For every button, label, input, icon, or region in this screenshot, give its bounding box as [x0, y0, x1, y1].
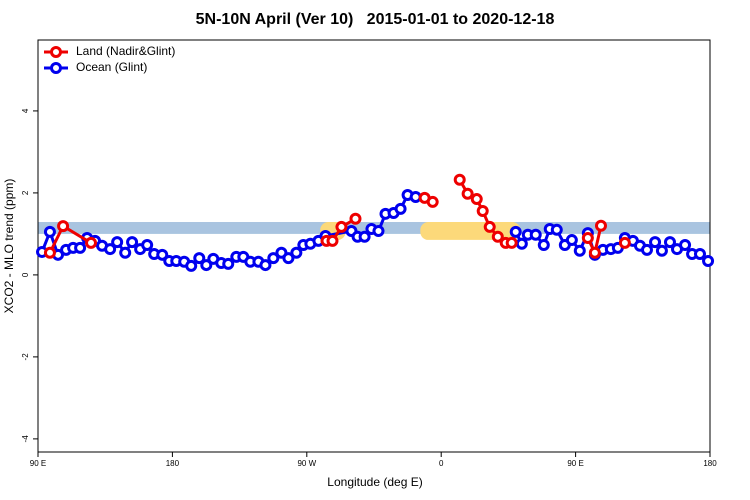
legend-marker — [50, 46, 62, 58]
x-tick-label: 90 E — [567, 459, 583, 468]
data-point — [358, 230, 371, 243]
data-point — [640, 243, 653, 256]
data-point — [655, 244, 668, 257]
data-point — [693, 247, 706, 260]
data-point — [581, 232, 594, 245]
data-point — [565, 234, 578, 247]
data-point — [529, 228, 542, 241]
data-point — [663, 236, 676, 249]
data-point — [618, 236, 631, 249]
data-point — [326, 234, 339, 247]
legend-label: Land (Nadir&Glint) — [76, 44, 175, 58]
chart-title: 5N-10N April (Ver 10) 2015-01-01 to 2020… — [196, 11, 555, 28]
data-point — [491, 230, 504, 243]
data-point — [649, 236, 662, 249]
data-point — [505, 236, 518, 249]
data-point — [461, 187, 474, 200]
data-point — [141, 238, 154, 251]
data-point — [394, 202, 407, 215]
y-tick-label: 4 — [21, 108, 30, 113]
data-point — [57, 220, 70, 233]
data-point — [509, 225, 522, 238]
data-point — [426, 195, 439, 208]
data-point — [259, 259, 272, 272]
y-tick-label: -2 — [21, 353, 30, 361]
data-point — [470, 193, 483, 206]
data-point — [515, 237, 528, 250]
y-tick-label: 2 — [21, 190, 30, 195]
y-tick-label: 0 — [21, 272, 30, 277]
data-point — [453, 173, 466, 186]
data-point — [573, 244, 586, 257]
x-tick-label: 0 — [439, 459, 444, 468]
y-tick-label: -4 — [21, 435, 30, 443]
data-point — [185, 259, 198, 272]
data-point — [85, 236, 98, 249]
data-point — [679, 238, 692, 251]
data-point — [43, 225, 56, 238]
x-tick-label: 180 — [166, 459, 180, 468]
data-point — [335, 220, 348, 233]
data-point — [104, 243, 117, 256]
data-point — [111, 236, 124, 249]
x-tick-label: 90 W — [297, 459, 316, 468]
data-point — [267, 252, 280, 265]
x-tick-label: 90 E — [30, 459, 46, 468]
data-point — [588, 246, 601, 259]
legend-marker — [50, 62, 62, 74]
data-point — [156, 248, 169, 261]
data-point — [550, 223, 563, 236]
data-point — [200, 259, 213, 272]
data-point — [476, 204, 489, 217]
x-axis-label: Longitude (deg E) — [327, 475, 422, 489]
data-point — [290, 246, 303, 259]
data-point — [372, 225, 385, 238]
plot-frame — [37, 39, 711, 453]
data-point — [119, 246, 132, 259]
data-point — [74, 241, 87, 254]
y-axis-label: XCO2 - MLO trend (ppm) — [2, 179, 16, 314]
data-point — [349, 212, 362, 225]
data-point — [43, 246, 56, 259]
legend-label: Ocean (Glint) — [76, 60, 147, 74]
data-point — [537, 238, 550, 251]
data-point — [594, 219, 607, 232]
data-point — [222, 257, 235, 270]
data-point — [483, 220, 496, 233]
data-point — [193, 252, 206, 265]
data-point — [126, 236, 139, 249]
data-point — [702, 254, 715, 267]
x-tick-label: 180 — [703, 459, 717, 468]
data-point — [282, 252, 295, 265]
